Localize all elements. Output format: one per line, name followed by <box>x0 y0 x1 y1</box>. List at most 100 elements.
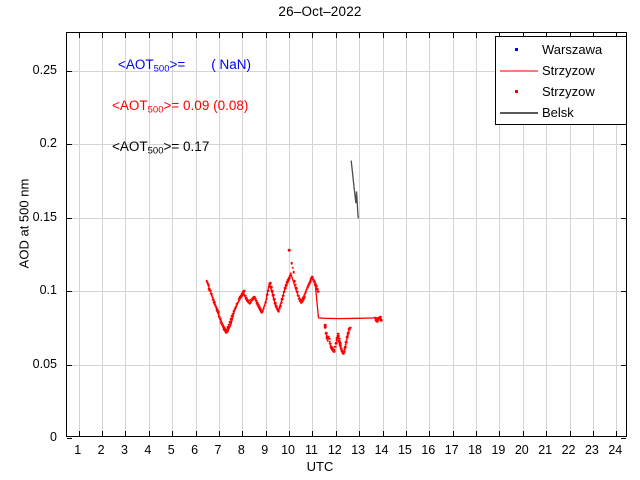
x-tick-label: 23 <box>584 443 599 457</box>
annotation-prefix: <AOT <box>112 98 148 113</box>
gridline-horizontal <box>67 291 626 293</box>
legend-item-1[interactable]: Strzyzow <box>496 60 626 81</box>
x-tick-top <box>405 33 407 38</box>
x-tick-top <box>499 33 501 38</box>
legend-key <box>496 102 542 123</box>
x-tick-label: 24 <box>608 443 623 457</box>
gridline-vertical <box>242 33 244 436</box>
gridline-vertical <box>148 33 150 436</box>
x-tick <box>499 431 501 436</box>
x-tick-label: 2 <box>97 443 105 457</box>
gridline-horizontal <box>67 144 626 146</box>
y-tick-right <box>621 438 626 439</box>
gridline-vertical <box>499 33 501 436</box>
x-tick-label: 5 <box>167 443 175 457</box>
y-tick-right <box>621 217 626 219</box>
x-tick-top <box>522 33 524 38</box>
annotation-suffix: >= <box>163 139 180 154</box>
annotation-warszawa-mean: <AOT500>= ( NaN) <box>118 57 251 75</box>
x-tick <box>335 431 337 436</box>
x-tick-label: 22 <box>561 443 576 457</box>
x-tick-top <box>592 33 594 38</box>
y-axis-label: AOD at 500 nm <box>16 178 32 269</box>
x-tick-top <box>616 33 618 38</box>
gridline-vertical <box>172 33 174 436</box>
y-tick-right <box>621 291 626 293</box>
y-tick <box>67 291 72 293</box>
gridline-horizontal <box>67 70 626 72</box>
x-tick-top <box>78 33 80 38</box>
x-tick <box>452 431 454 436</box>
x-tick-top <box>452 33 454 38</box>
x-tick-label: 17 <box>444 443 459 457</box>
x-tick-label: 20 <box>514 443 529 457</box>
legend-item-2[interactable]: Strzyzow <box>496 81 626 102</box>
x-tick-label: 4 <box>144 443 152 457</box>
legend-line-icon <box>500 70 538 72</box>
x-tick <box>382 431 384 436</box>
x-tick-label: 11 <box>304 443 318 457</box>
legend-line-icon <box>500 112 538 114</box>
x-tick-label: 6 <box>191 443 199 457</box>
x-tick-top <box>429 33 431 38</box>
gridline-vertical <box>592 33 594 436</box>
x-tick-label: 1 <box>74 443 82 457</box>
legend-key <box>496 81 542 102</box>
x-tick-top <box>359 33 361 38</box>
gridline-vertical <box>289 33 291 436</box>
x-tick-label: 9 <box>261 443 269 457</box>
gridline-vertical <box>405 33 407 436</box>
x-tick <box>405 431 407 436</box>
x-tick-top <box>312 33 314 38</box>
x-tick <box>195 431 197 436</box>
chart-legend: Warszawa Strzyzow Strzyzow Belsk <box>495 36 627 125</box>
legend-item-0[interactable]: Warszawa <box>496 39 626 60</box>
gridline-vertical <box>218 33 220 436</box>
x-tick <box>592 431 594 436</box>
x-tick-top <box>546 33 548 38</box>
gridline-vertical <box>569 33 571 436</box>
y-tick-label: 0 <box>50 430 57 444</box>
x-tick-top <box>242 33 244 38</box>
y-tick-label: 0.05 <box>32 356 57 371</box>
y-tick-label: 0.2 <box>39 136 57 151</box>
gridline-vertical <box>125 33 127 436</box>
annotation-belsk-mean: <AOT500>= 0.17 <box>112 139 209 157</box>
legend-key <box>496 39 542 60</box>
x-tick <box>359 431 361 436</box>
annotation-subscript: 500 <box>153 63 170 75</box>
y-tick-label: 0.15 <box>32 209 57 224</box>
x-tick-top <box>476 33 478 38</box>
x-tick <box>569 431 571 436</box>
legend-label: Strzyzow <box>542 84 595 99</box>
gridline-vertical <box>452 33 454 436</box>
gridline-vertical <box>382 33 384 436</box>
gridline-vertical <box>265 33 267 436</box>
x-tick <box>242 431 244 436</box>
x-tick <box>429 431 431 436</box>
gridline-vertical <box>522 33 524 436</box>
annotation-prefix: <AOT <box>118 57 154 72</box>
y-tick-label: 0.1 <box>39 283 57 298</box>
y-tick <box>67 438 72 439</box>
chart-title: 26–Oct–2022 <box>278 4 362 19</box>
gridline-vertical <box>335 33 337 436</box>
gridline-horizontal <box>67 217 626 219</box>
x-tick-label: 8 <box>237 443 245 457</box>
x-tick-label: 3 <box>120 443 128 457</box>
x-tick-top <box>569 33 571 38</box>
legend-dot-icon <box>515 90 518 93</box>
x-tick <box>148 431 150 436</box>
x-tick-label: 13 <box>351 443 366 457</box>
annotation-subscript: 500 <box>147 104 164 116</box>
x-tick-top <box>382 33 384 38</box>
gridline-vertical <box>78 33 80 436</box>
x-tick <box>172 431 174 436</box>
y-tick-right <box>621 364 626 366</box>
legend-item-3[interactable]: Belsk <box>496 102 626 123</box>
x-tick-label: 10 <box>281 443 296 457</box>
annotation-value: ( NaN) <box>211 57 252 72</box>
gridline-vertical <box>616 33 618 436</box>
x-tick-label: 16 <box>421 443 436 457</box>
gridline-vertical <box>359 33 361 436</box>
